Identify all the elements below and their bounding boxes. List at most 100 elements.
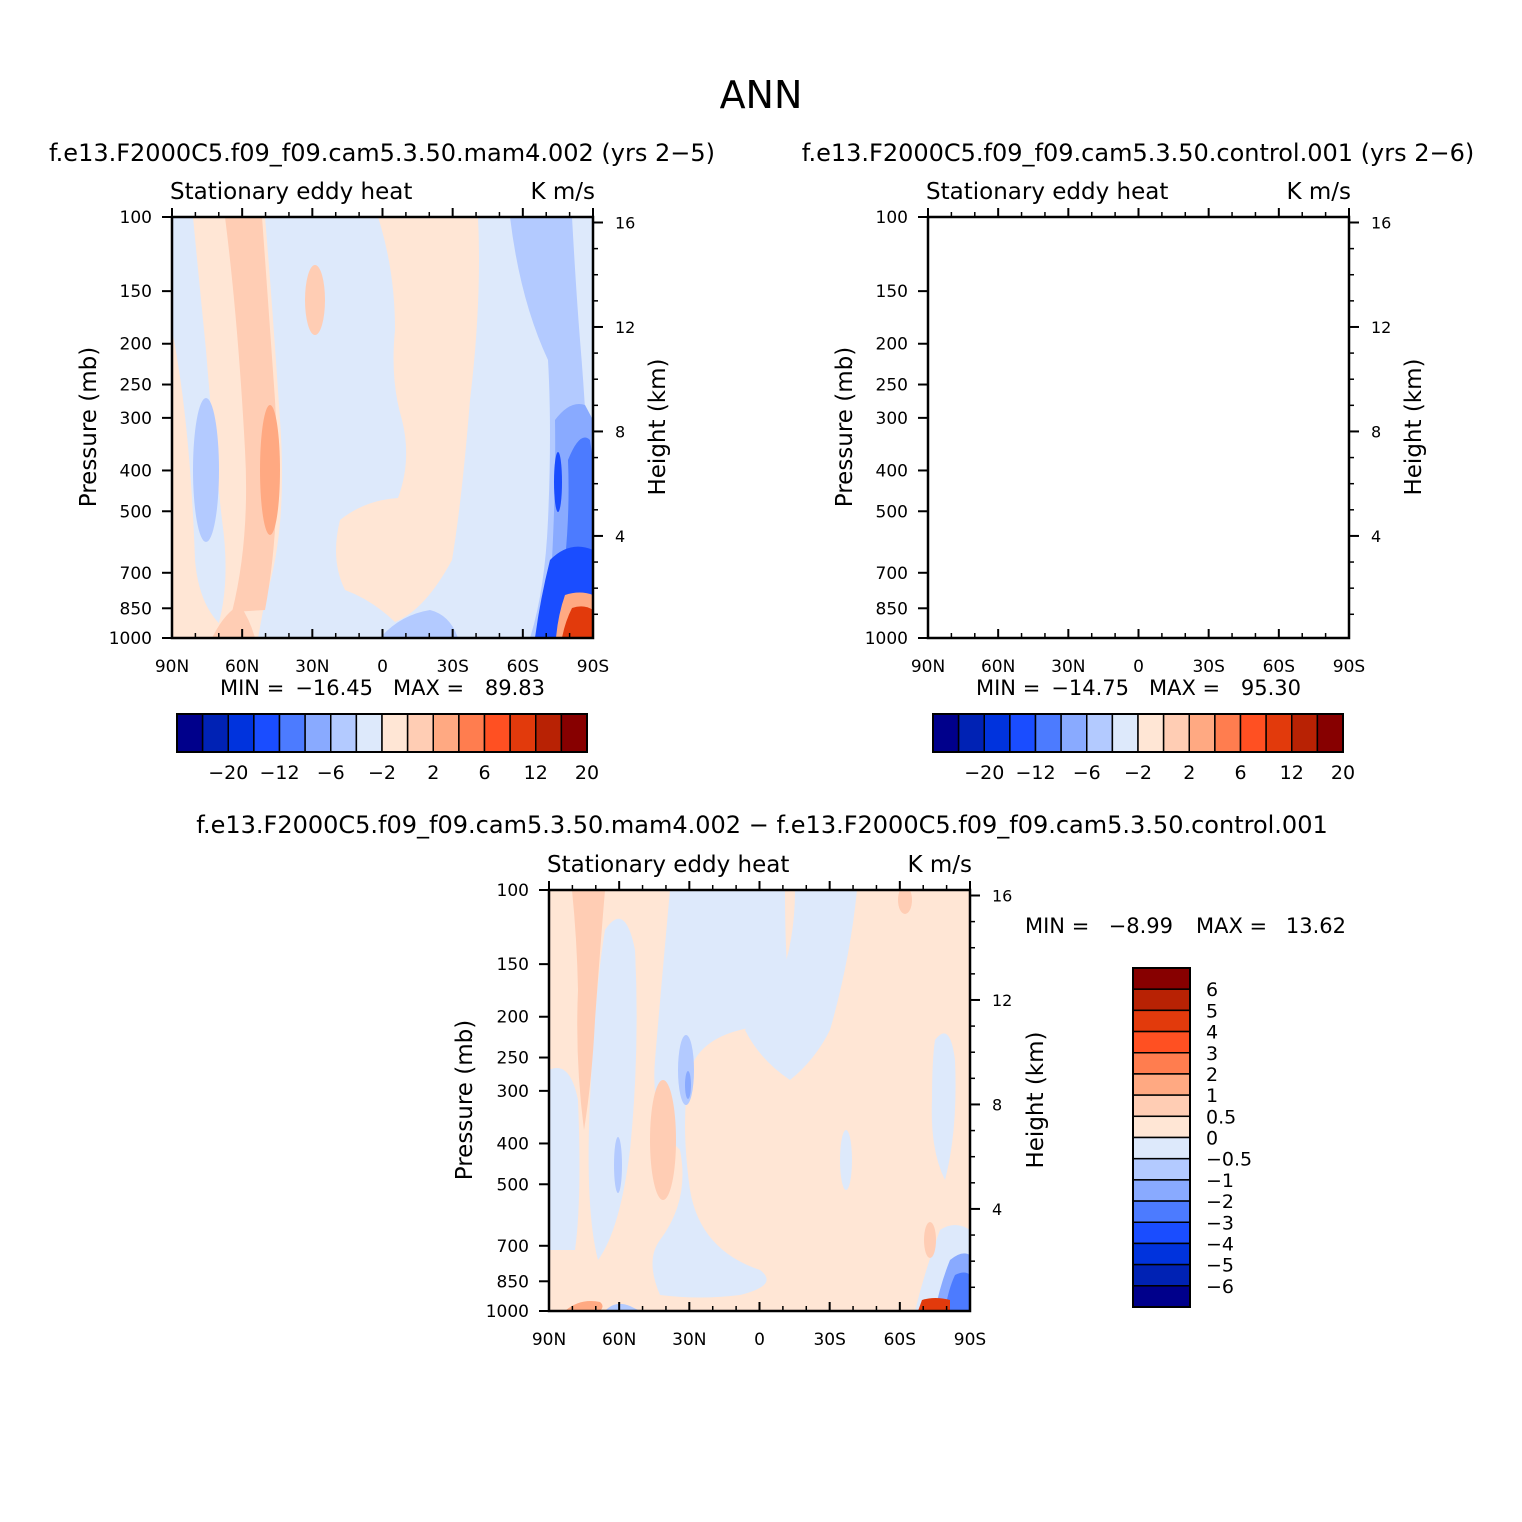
warm-cell-30n xyxy=(305,265,325,335)
y-tick-label: 150 xyxy=(120,282,152,302)
colorbar-swatch xyxy=(1239,713,1267,753)
colorbar-label: −20 xyxy=(208,762,248,784)
colorbar-frame xyxy=(176,713,588,753)
min-label: MIN = xyxy=(976,676,1040,700)
max-label: MAX = xyxy=(1149,676,1220,700)
colorbar-label: 12 xyxy=(524,762,548,784)
x-tick-label: 30N xyxy=(295,657,329,677)
warm-max-60n xyxy=(1016,405,1036,535)
colorbar-label: 4 xyxy=(1206,1022,1218,1044)
y-tick-label: 1000 xyxy=(109,629,152,649)
min-value: −14.75 xyxy=(1051,676,1129,700)
case-title: f.e13.F2000C5.f09_f09.cam5.3.50.mam4.002… xyxy=(196,811,1327,839)
min-label: MIN = xyxy=(220,676,284,700)
x-tick-label: 30N xyxy=(1051,657,1085,677)
colorbar-swatch xyxy=(406,713,434,753)
colorbar-label: 2 xyxy=(1183,762,1195,784)
colorbar-label: −2 xyxy=(1206,1191,1234,1213)
colorbar-label: 6 xyxy=(478,762,490,784)
x-tick-label: 60S xyxy=(507,657,539,677)
min-label: MIN = xyxy=(1025,914,1089,938)
y-tick-label: 100 xyxy=(497,881,529,901)
colorbar-frame xyxy=(1132,967,1191,1308)
y-tick-label: 200 xyxy=(497,1008,529,1028)
colorbar-swatch xyxy=(458,713,486,753)
cool-cell-55n xyxy=(614,1137,622,1193)
colorbar-swatch xyxy=(355,713,383,753)
contour-field xyxy=(928,217,1349,638)
units-label: K m/s xyxy=(907,852,972,878)
y2-tick-label: 16 xyxy=(1371,213,1391,232)
y2-tick-label: 4 xyxy=(992,1200,1002,1219)
colorbar-swatch xyxy=(957,713,985,753)
x-tick-label: 90N xyxy=(155,657,189,677)
cool-cell-30s xyxy=(840,1130,852,1190)
colorbar-label: −12 xyxy=(259,762,299,784)
y-tick-label: 500 xyxy=(876,502,908,522)
cool-core-70s xyxy=(554,452,562,512)
axes-left: 90N 60N 30N 0 30S 60S 90S 100 150 200 250 300 400 500… xyxy=(109,208,635,677)
y2-tick-label: 4 xyxy=(615,527,625,546)
axes-diff: 90N 60N 30N 0 30S 60S 90S 100 150 200 250 300 400 500… xyxy=(486,881,1012,1350)
y2-tick-label: 12 xyxy=(992,991,1012,1010)
y2-tick-label: 16 xyxy=(992,886,1012,905)
colorbar-swatch xyxy=(1214,713,1242,753)
cool-band-75s xyxy=(931,1033,956,1180)
y2-tick-label: 12 xyxy=(615,318,635,337)
colorbar-label: 5 xyxy=(1206,1000,1218,1022)
colorbar-swatch xyxy=(1132,1179,1191,1202)
colorbar-swatch xyxy=(535,713,563,753)
x-tick-label: 90S xyxy=(1333,657,1365,677)
panel-right: f.e13.F2000C5.f09_f09.cam5.3.50.control.… xyxy=(802,139,1475,784)
colorbar-swatch xyxy=(1137,713,1165,753)
warm-band-60n xyxy=(949,217,1038,638)
warm-cell-70s xyxy=(924,1222,936,1258)
colorbar-swatch xyxy=(330,713,358,753)
colorbar-swatch xyxy=(278,713,306,753)
warm-max-85s xyxy=(1318,606,1349,638)
y-tick-label: 400 xyxy=(876,461,908,481)
colorbar-label: −1 xyxy=(1206,1170,1234,1192)
x-tick-label: 90N xyxy=(532,1330,566,1350)
y-tick-label: 250 xyxy=(497,1049,529,1069)
y-tick-label: 300 xyxy=(497,1082,529,1102)
colorbar-label: 0 xyxy=(1206,1128,1218,1150)
colorbar-swatch xyxy=(432,713,460,753)
y-tick-label: 700 xyxy=(497,1237,529,1257)
colorbar-swatch xyxy=(983,713,1011,753)
x-tick-label: 90N xyxy=(911,657,945,677)
y2-tick-label: 12 xyxy=(1371,318,1391,337)
warm-cell-30n xyxy=(1061,265,1081,335)
cool-band-60s xyxy=(1266,217,1349,638)
colorbar-swatch xyxy=(227,713,255,753)
max-label: MAX = xyxy=(1196,914,1267,938)
warm-core-60n xyxy=(981,217,1033,612)
colorbar-label: −12 xyxy=(1015,762,1055,784)
units-label: K m/s xyxy=(530,179,595,205)
colorbar-label: −6 xyxy=(317,762,345,784)
contour-field xyxy=(549,890,970,1311)
cool-core-25n xyxy=(685,1071,691,1099)
y2-tick-label: 8 xyxy=(992,1095,1002,1114)
cool-surface-20s xyxy=(1136,610,1214,638)
case-title: f.e13.F2000C5.f09_f09.cam5.3.50.mam4.002… xyxy=(49,139,715,167)
x-tick-label: 60S xyxy=(884,1330,916,1350)
y-tick-label: 100 xyxy=(876,208,908,228)
y2-tick-label: 8 xyxy=(1371,422,1381,441)
x-tick-label: 30S xyxy=(436,657,468,677)
figure-title: ANN xyxy=(720,73,803,117)
x-tick-label: 60N xyxy=(602,1330,636,1350)
cool-band-equator xyxy=(652,890,790,1298)
colorbar-swatch xyxy=(1111,713,1139,753)
warm-surface-85s xyxy=(1312,593,1349,639)
units-label: K m/s xyxy=(1286,179,1351,205)
y-tick-label: 200 xyxy=(876,335,908,355)
y-axis-label: Pressure (mb) xyxy=(76,347,102,507)
y-tick-label: 300 xyxy=(120,409,152,429)
max-label: MAX = xyxy=(393,676,464,700)
colorbar-swatch xyxy=(1060,713,1088,753)
panel-left: f.e13.F2000C5.f09_f09.cam5.3.50.mam4.002… xyxy=(49,139,715,784)
max-value: 95.30 xyxy=(1241,676,1301,700)
